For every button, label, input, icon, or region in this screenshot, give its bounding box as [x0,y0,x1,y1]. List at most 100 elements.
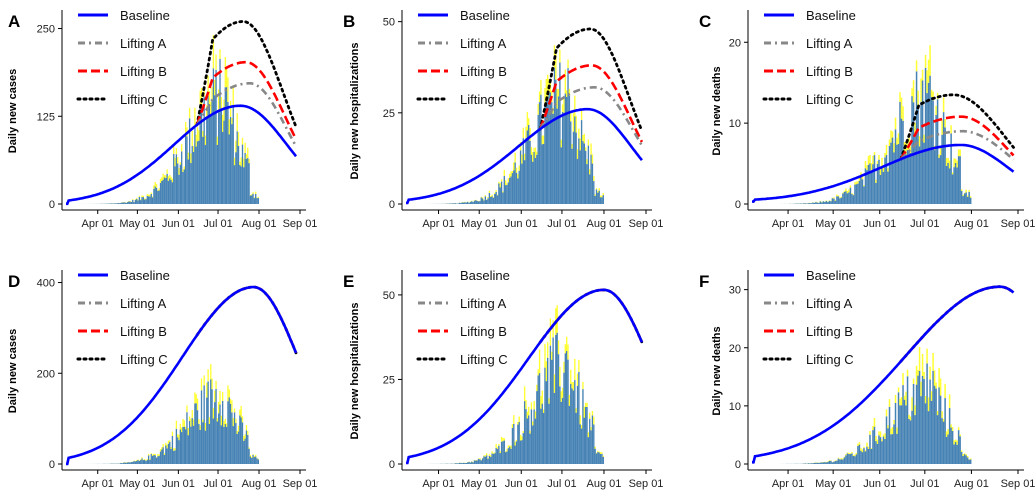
x-tick-label: Jul 01 [203,218,232,230]
bar-reporting-delay [876,439,879,444]
bar-reporting-delay [170,176,172,180]
legend-label: Lifting C [120,92,168,107]
bar [245,158,248,204]
bar-reporting-delay [490,195,492,197]
bar [138,460,141,464]
bar [240,166,242,204]
legend-label: Lifting A [460,36,507,51]
bar-reporting-delay [544,87,546,104]
bar [488,192,491,204]
legend-label: Baseline [806,8,856,23]
bar-reporting-delay [141,195,143,198]
bar-reporting-delay [963,192,966,194]
bar-reporting-delay [247,430,249,435]
bar-reporting-delay [956,160,958,168]
bar-reporting-delay [893,420,895,425]
bar-reporting-delay [224,57,226,88]
bar [830,201,832,204]
bar [867,448,870,464]
legend-label: Lifting A [460,296,507,311]
bar [124,202,126,204]
bar [449,203,451,204]
bar [834,461,837,464]
bar [159,182,162,204]
bar-reporting-delay [945,431,948,437]
bar [191,418,193,464]
bar-reporting-delay [542,135,545,144]
series-line-lifting-c [195,20,298,129]
bar [121,202,123,204]
bar-reporting-delay [534,147,537,158]
bar [480,197,482,204]
bar-reporting-delay [153,453,155,455]
bar [157,190,159,204]
bar [471,461,473,464]
bar-reporting-delay [225,69,228,88]
bar [863,448,865,464]
bar-reporting-delay [906,369,909,377]
bar-reporting-delay [923,371,925,380]
bar [235,423,237,464]
bar-reporting-delay [583,133,585,144]
bar-reporting-delay [858,176,861,181]
legend-label: Lifting B [460,64,507,79]
bar-reporting-delay [225,423,228,427]
bar [572,131,575,204]
bar [597,192,599,204]
bar [510,176,512,204]
bar-reporting-delay [248,447,250,449]
bar-reporting-delay [950,424,952,428]
bar [190,426,192,464]
bar [594,448,596,464]
bar [915,71,918,204]
bar-reporting-delay [529,430,531,434]
bar-reporting-delay [578,359,580,372]
bar-reporting-delay [842,192,844,194]
bar [218,112,220,204]
bar-reporting-delay [166,169,168,174]
bar-reporting-delay [510,171,512,177]
bar-reporting-delay [491,451,493,454]
bar [486,455,488,464]
bar [490,196,492,204]
bar [167,443,170,464]
bar-reporting-delay [828,460,831,461]
bar [499,453,501,464]
bar [222,400,224,464]
bar [188,420,191,464]
x-tick-label: Sep 01 [629,218,664,230]
bar-reporting-delay [500,436,503,442]
bar-reporting-delay [896,137,898,145]
bar [878,159,880,204]
bar-reporting-delay [954,158,957,163]
bar-reporting-delay [232,85,234,106]
bar [154,186,156,204]
bar [954,162,957,204]
bar [454,463,457,464]
bar-reporting-delay [899,398,901,406]
bar-reporting-delay [843,456,846,458]
bar [521,163,523,204]
x-tick-label: May 01 [461,218,497,230]
legend-label: Lifting C [806,352,854,367]
bar [198,423,200,464]
legend: Baseline Lifting A Lifting B Lifting C [762,8,856,107]
bar-reporting-delay [495,190,497,192]
bar [559,62,561,204]
bar [837,458,840,464]
y-tick-label: 0 [735,459,741,471]
bar [187,435,189,464]
bar [526,130,529,204]
bar [190,163,192,204]
bar-reporting-delay [235,418,237,424]
bar [158,455,160,464]
bar-reporting-delay [507,178,510,183]
y-tick-label: 0 [49,459,55,471]
x-tick-label: Aug 01 [587,478,622,490]
bar [933,385,936,464]
bar [483,200,485,204]
bar [544,103,546,204]
bar [206,397,208,464]
bar-reporting-delay [198,419,200,424]
bar-reporting-delay [159,449,162,452]
